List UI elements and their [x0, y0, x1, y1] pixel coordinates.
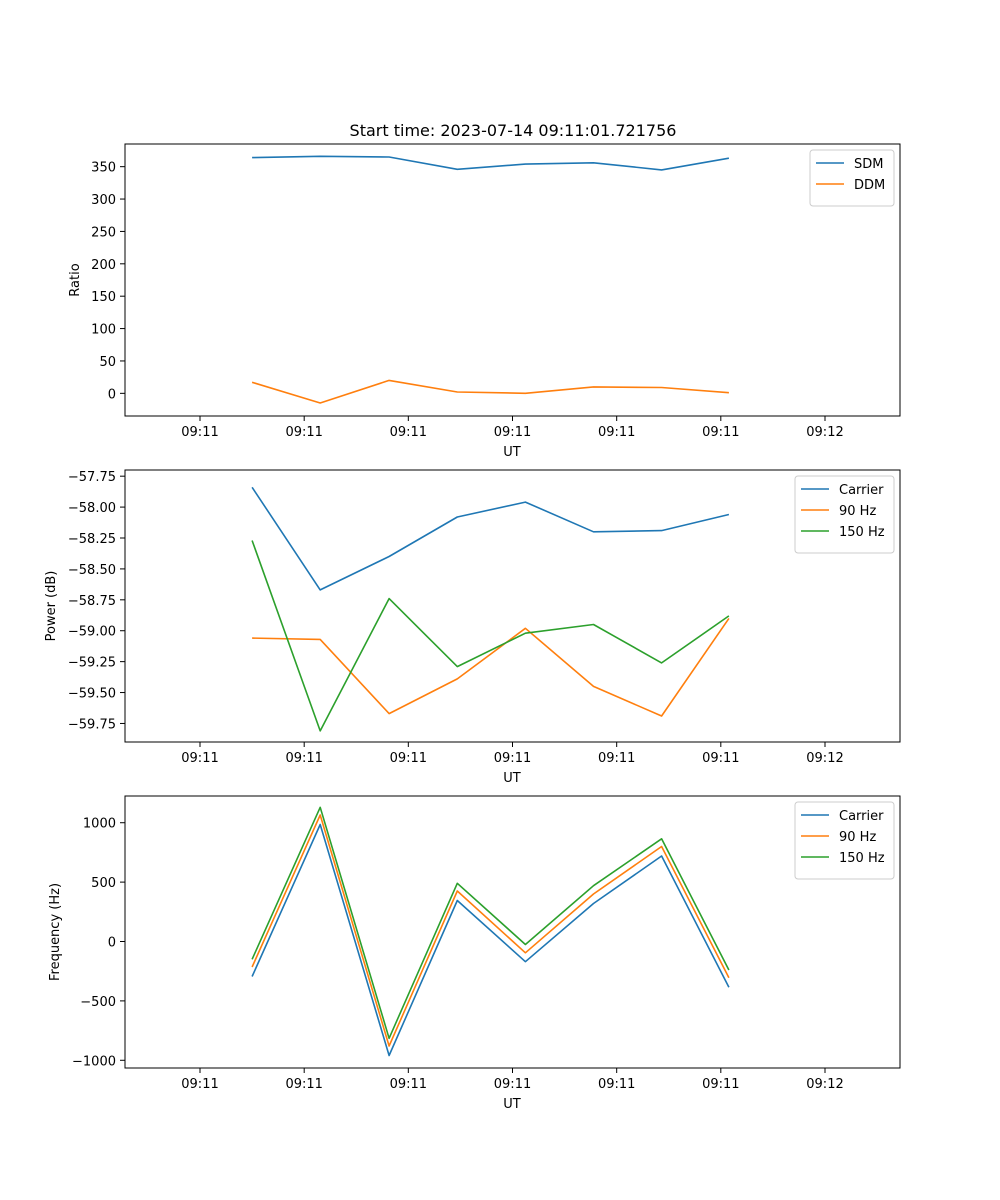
series-line-150-hz — [251, 540, 730, 732]
x-axis: 09:11 09:11 09:11 09:11 09:11 09:11 09:12 — [181, 1068, 844, 1092]
x-tick-label: 09:11 — [494, 751, 531, 766]
legend-label: 150 Hz — [839, 525, 885, 540]
x-tick-label: 09:12 — [806, 1077, 843, 1092]
series-line-150-hz — [251, 806, 730, 1040]
x-tick-label: 09:11 — [598, 425, 635, 440]
legend: Carrier 90 Hz 150 Hz — [794, 475, 895, 554]
y-tick-label: −58.25 — [68, 532, 116, 547]
y-axis: −59.75 −59.50 −59.25 −59.00 −58.75 −58.50 −58.… — [68, 470, 125, 732]
y-tick-label: 250 — [91, 225, 116, 240]
y-tick-label: 0 — [108, 387, 116, 402]
y-tick-label: −58.50 — [68, 563, 116, 578]
x-tick-label: 09:11 — [390, 1077, 427, 1092]
x-tick-label: 09:11 — [181, 751, 218, 766]
y-tick-label: 50 — [99, 355, 116, 370]
x-axis-label: UT — [503, 771, 521, 786]
x-tick-label: 09:11 — [702, 1077, 739, 1092]
y-tick-label: −58.00 — [68, 501, 116, 516]
series-lines — [251, 806, 730, 1057]
y-tick-label: −59.75 — [68, 717, 116, 732]
subplot-ratio: Start time: 2023-07-14 09:11:01.721756 0… — [68, 121, 901, 460]
y-axis: 0 50 100 150 200 250 300 350 — [91, 161, 125, 402]
legend-label: 90 Hz — [839, 830, 876, 845]
series-line-90-hz — [252, 617, 730, 717]
y-tick-label: 300 — [91, 193, 116, 208]
y-tick-label: 150 — [91, 290, 116, 305]
y-tick-label: 350 — [91, 161, 116, 176]
legend: Carrier 90 Hz 150 Hz — [794, 801, 895, 880]
y-tick-label: −59.00 — [68, 625, 116, 640]
y-tick-label: 0 — [108, 936, 116, 951]
x-tick-label: 09:11 — [390, 751, 427, 766]
y-tick-label: −59.25 — [68, 656, 116, 671]
x-tick-label: 09:11 — [598, 751, 635, 766]
series-lines — [251, 155, 730, 404]
legend-label: Carrier — [839, 483, 884, 498]
series-line-carrier — [251, 486, 730, 591]
legend-box — [809, 149, 895, 207]
x-tick-label: 09:11 — [702, 425, 739, 440]
x-tick-label: 09:11 — [494, 1077, 531, 1092]
x-axis-label: UT — [503, 445, 521, 460]
plot-frame — [124, 469, 901, 743]
x-tick-label: 09:11 — [702, 751, 739, 766]
y-tick-label: −58.75 — [68, 594, 116, 609]
series-line-carrier — [251, 823, 730, 1057]
y-tick-label: −1000 — [72, 1054, 116, 1069]
x-tick-label: 09:11 — [181, 425, 218, 440]
subplot-frequency: 09:11 09:11 09:11 09:11 09:11 09:11 09:12 −100… — [48, 795, 901, 1112]
x-tick-label: 09:11 — [285, 751, 322, 766]
y-tick-label: 200 — [91, 258, 116, 273]
x-tick-label: 09:11 — [390, 425, 427, 440]
legend-label: 90 Hz — [839, 504, 876, 519]
y-tick-label: −500 — [80, 995, 116, 1010]
x-tick-label: 09:11 — [181, 1077, 218, 1092]
series-line-sdm — [252, 155, 730, 171]
legend-label: Carrier — [839, 809, 884, 824]
x-tick-label: 09:12 — [806, 425, 843, 440]
series-line-90-hz — [251, 814, 730, 1047]
x-tick-label: 09:12 — [806, 751, 843, 766]
plot-frame — [124, 143, 901, 417]
series-line-ddm — [251, 379, 729, 404]
y-axis: −1000 −500 0 500 1000 — [72, 817, 125, 1069]
x-tick-label: 09:11 — [598, 1077, 635, 1092]
x-axis: 09:11 09:11 09:11 09:11 09:11 09:11 09:12 — [181, 742, 844, 766]
legend-label: SDM — [854, 157, 883, 172]
x-axis: 09:11 09:11 09:11 09:11 09:11 09:11 09:12 — [181, 416, 844, 440]
x-axis-label: UT — [503, 1097, 521, 1112]
x-tick-label: 09:11 — [285, 425, 322, 440]
y-axis-label: Power (dB) — [44, 571, 59, 642]
y-tick-label: 1000 — [83, 817, 116, 832]
y-axis-label: Ratio — [68, 263, 83, 296]
x-tick-label: 09:11 — [285, 1077, 322, 1092]
x-tick-label: 09:11 — [494, 425, 531, 440]
legend-box — [794, 801, 895, 880]
series-lines — [251, 486, 730, 732]
y-tick-label: −59.50 — [68, 687, 116, 702]
y-tick-label: 500 — [91, 876, 116, 891]
legend: SDM DDM — [809, 149, 895, 207]
y-tick-label: 100 — [91, 323, 116, 338]
chart-title: Start time: 2023-07-14 09:11:01.721756 — [350, 121, 677, 140]
legend-label: 150 Hz — [839, 851, 885, 866]
y-tick-label: −57.75 — [68, 470, 116, 485]
subplot-power: 09:11 09:11 09:11 09:11 09:11 09:11 09:12 −59.… — [44, 469, 901, 786]
legend-label: DDM — [854, 178, 885, 193]
legend-box — [794, 475, 895, 554]
y-axis-label: Frequency (Hz) — [48, 883, 63, 981]
